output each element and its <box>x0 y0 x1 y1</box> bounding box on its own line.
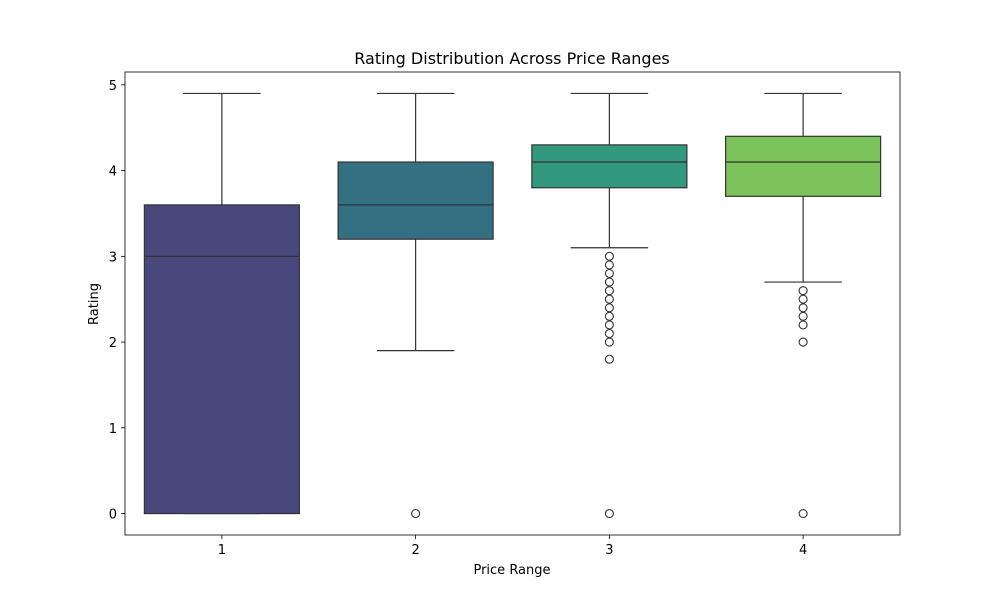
outlier-point <box>604 303 614 313</box>
outlier-point <box>798 294 808 304</box>
outlier-point <box>604 260 614 270</box>
y-tick-label: 1 <box>109 422 117 437</box>
outlier-point <box>798 509 808 519</box>
y-tick-label: 3 <box>109 250 117 265</box>
box-body <box>531 144 688 189</box>
box-body <box>337 161 494 240</box>
y-tick-label: 4 <box>109 165 117 180</box>
outlier-point <box>604 268 614 279</box>
outlier-point <box>604 251 614 261</box>
plot-area <box>143 92 882 519</box>
x-axis-label: Price Range <box>473 563 550 578</box>
y-axis: 0 1 2 3 4 5 <box>109 79 125 523</box>
outlier-point <box>604 509 614 519</box>
box-group-1 <box>143 92 300 515</box>
x-tick-label: 2 <box>411 543 419 558</box>
x-axis: 1 2 3 4 <box>218 535 807 558</box>
chart-title: Rating Distribution Across Price Ranges <box>354 49 670 68</box>
outlier-point <box>604 311 614 321</box>
outlier-point <box>604 354 614 364</box>
plot-frame <box>124 71 901 536</box>
box-group-4 <box>725 92 882 519</box>
outlier-point <box>604 328 614 339</box>
outlier-point <box>411 509 421 519</box>
y-axis-label: Rating <box>87 283 102 325</box>
x-tick-label: 3 <box>605 543 613 558</box>
y-tick-label: 2 <box>109 336 117 351</box>
outlier-point <box>604 294 614 304</box>
x-tick-label: 1 <box>218 543 226 558</box>
outlier-point <box>798 337 808 347</box>
outlier-point <box>604 320 614 330</box>
box-body <box>725 135 882 197</box>
y-tick-label: 0 <box>109 508 117 523</box>
outlier-point <box>798 303 808 313</box>
outlier-point <box>604 286 614 296</box>
outlier-point <box>798 320 808 330</box>
outlier-point <box>798 286 808 296</box>
box-body <box>143 204 300 515</box>
outlier-point <box>604 337 614 347</box>
box-group-3 <box>531 92 688 519</box>
box-group-2 <box>337 92 494 519</box>
outlier-point <box>604 277 614 287</box>
x-tick-label: 4 <box>799 543 807 558</box>
y-tick-label: 5 <box>109 79 117 94</box>
outlier-point <box>798 311 808 321</box>
